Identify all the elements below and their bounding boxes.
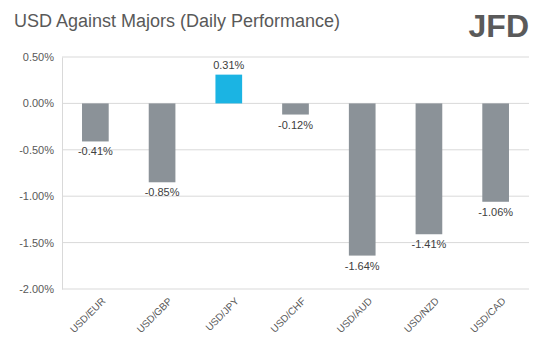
y-tick: 0.50%: [23, 51, 62, 63]
x-tick-label: USD/GBP: [135, 295, 175, 335]
bar: [349, 103, 376, 255]
bar: [282, 103, 309, 114]
data-labels: -0.41% -0.85% 0.31% -0.12% -1.64% -1.41% -1.06…: [78, 59, 513, 272]
y-tick: -0.50%: [19, 144, 62, 156]
x-tick: USD/CHF: [268, 289, 307, 335]
x-tick-label: USD/CHF: [268, 295, 307, 334]
data-label: -0.41%: [78, 145, 113, 157]
x-tick-label: USD/JPY: [203, 295, 241, 333]
data-label: -1.06%: [478, 206, 513, 218]
x-tick-label: USD/NZD: [402, 295, 441, 334]
x-tick: USD/NZD: [402, 289, 441, 335]
grid: [62, 57, 529, 289]
data-label: -1.64%: [345, 260, 380, 272]
grid-line: [62, 242, 529, 243]
x-tick: USD/CAD: [468, 289, 508, 335]
y-tick-label: -0.50%: [19, 144, 54, 156]
x-tick: USD/AUD: [335, 289, 375, 335]
y-axis-line: [62, 58, 63, 290]
y-tick-label: -2.00%: [19, 283, 54, 295]
bar: [416, 103, 443, 234]
y-tick: -2.00%: [19, 283, 62, 295]
grid-line: [62, 57, 529, 58]
bar: [482, 103, 509, 201]
y-tick-label: 0.50%: [23, 51, 54, 63]
logo: JFD: [469, 8, 529, 44]
bar: [149, 103, 176, 182]
y-tick: -1.50%: [19, 237, 62, 249]
title: USD Against Majors (Daily Performance): [14, 11, 340, 31]
bars: [82, 75, 509, 256]
x-axis: USD/EUR USD/GBP USD/JPY USD/CHF USD/AUD USD/N…: [63, 289, 530, 335]
data-label: 0.31%: [213, 59, 244, 71]
x-tick: USD/JPY: [203, 289, 241, 333]
bar: [215, 75, 242, 104]
x-axis-line: [63, 289, 530, 290]
data-label: -0.12%: [278, 119, 313, 131]
x-tick: USD/GBP: [135, 289, 175, 335]
x-tick-label: USD/CAD: [468, 295, 508, 335]
chart: USD Against Majors (Daily Performance) JF…: [0, 0, 543, 351]
x-tick: USD/EUR: [68, 289, 108, 335]
y-tick: 0.00%: [23, 97, 62, 109]
bar: [82, 103, 109, 141]
grid-line: [62, 149, 529, 150]
y-axis: 0.50% 0.00% -0.50% -1.00% -1.50% -2.00%: [19, 51, 62, 295]
x-tick-label: USD/AUD: [335, 295, 375, 335]
x-tick-label: USD/EUR: [68, 295, 108, 335]
data-label: -1.41%: [411, 238, 446, 250]
y-tick-label: 0.00%: [23, 97, 54, 109]
grid-line: [62, 289, 529, 290]
data-label: -0.85%: [145, 186, 180, 198]
y-tick-label: -1.50%: [19, 237, 54, 249]
plot: 0.50% 0.00% -0.50% -1.00% -1.50% -2.00% -0.41%…: [19, 51, 529, 335]
y-tick-label: -1.00%: [19, 190, 54, 202]
grid-line: [62, 196, 529, 197]
y-tick: -1.00%: [19, 190, 62, 202]
